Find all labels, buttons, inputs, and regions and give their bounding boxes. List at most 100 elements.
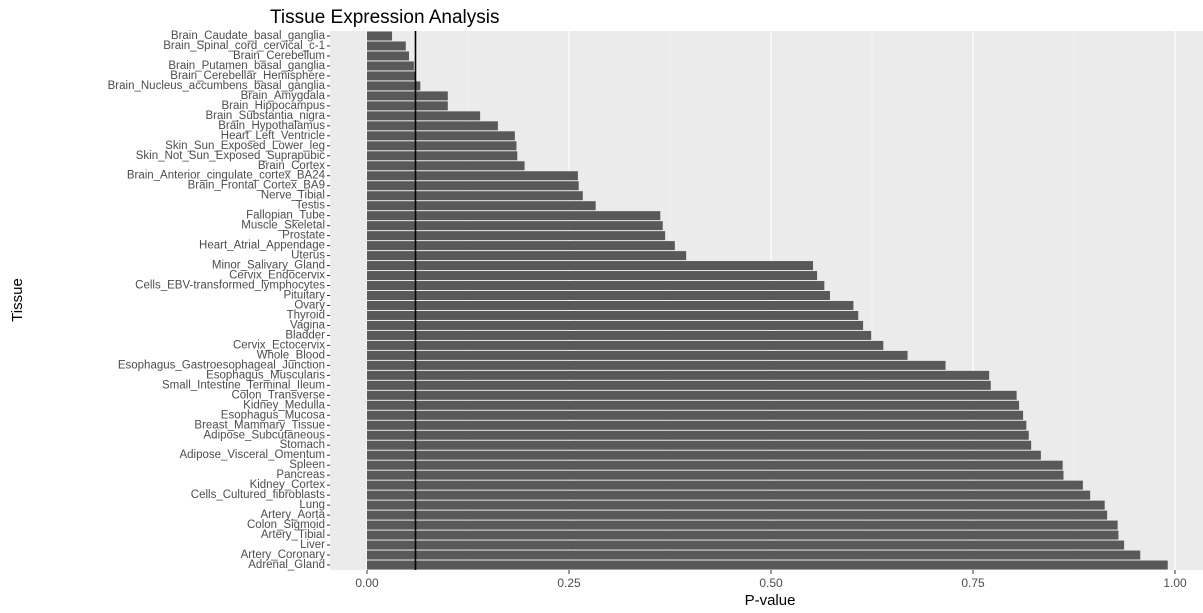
bar-brain-amygdala	[367, 91, 448, 101]
bar-brain-nucleus-accumbens-basal-ganglia	[367, 81, 421, 91]
bar-brain-putamen-basal-ganglia	[367, 61, 414, 71]
y-tick-label: Brain_Cerebellar_Hemisphere	[170, 70, 325, 82]
bar-brain-hypothalamus	[367, 121, 498, 131]
y-tick-label: Brain_Hypothalamus	[218, 120, 325, 132]
bar-cervix-endocervix	[367, 271, 818, 281]
bar-cervix-ectocervix	[367, 340, 884, 350]
y-tick-label: Nerve_Tibial	[261, 190, 325, 202]
y-tick-label: Adrenal_Gland	[248, 559, 325, 571]
y-tick-label: Esophagus_Gastroesophageal_Junction	[118, 359, 325, 371]
bar-brain-frontal-cortex-ba9	[367, 181, 579, 191]
bar-ovary	[367, 300, 854, 310]
y-tick-label: Bladder	[285, 329, 325, 341]
bar-uterus	[367, 251, 687, 261]
y-tick-label: Lung	[299, 499, 325, 511]
bar-brain-cerebellum	[367, 51, 410, 61]
y-tick-label: Brain_Frontal_Cortex_BA9	[188, 180, 325, 192]
bar-lung	[367, 500, 1105, 510]
bar-small-intestine-terminal-ileum	[367, 380, 991, 390]
y-tick-label: Brain_Spinal_cord_cervical_c-1	[163, 40, 325, 52]
bar-artery-tibial	[367, 530, 1119, 540]
y-tick-label: Brain_Caudate_basal_ganglia	[171, 30, 326, 42]
y-tick-label: Pituitary	[283, 290, 325, 302]
y-tick-label: Brain_Substantia_nigra	[205, 110, 325, 122]
plot-panel	[330, 31, 1203, 570]
y-tick-label: Brain_Hippocampus	[221, 100, 325, 112]
bar-thyroid	[367, 310, 859, 320]
y-tick-label: Brain_Cortex	[258, 160, 325, 172]
y-axis-title: Tissue	[9, 278, 26, 322]
x-tick-label: 0.00	[355, 576, 379, 590]
y-tick-label: Skin_Sun_Exposed_Lower_leg	[165, 140, 325, 152]
bar-colon-transverse	[367, 390, 1017, 400]
y-tick-label: Artery_Tibial	[261, 529, 325, 541]
y-axis-ticks: Brain_Caudate_basal_gangliaBrain_Spinal_…	[108, 30, 330, 571]
bars	[367, 31, 1168, 570]
y-tick-label: Whole_Blood	[257, 349, 325, 361]
y-tick-label: Pancreas	[276, 469, 325, 481]
bar-brain-cerebellar-hemisphere	[367, 71, 416, 81]
bar-skin-not-sun-exposed-suprapubic	[367, 151, 518, 161]
bar-artery-coronary	[367, 550, 1141, 560]
bar-testis	[367, 201, 596, 211]
bar-brain-anterior-cingulate-cortex-ba24	[367, 171, 578, 181]
y-tick-label: Stomach	[280, 439, 325, 451]
bar-cells-ebv-transformed-lymphocytes	[367, 281, 825, 291]
y-tick-label: Brain_Anterior_cingulate_cortex_BA24	[127, 170, 326, 182]
y-tick-label: Skin_Not_Sun_Exposed_Suprapubic	[136, 150, 325, 162]
bar-cells-cultured-fibroblasts	[367, 490, 1091, 500]
y-tick-label: Cervix_Ectocervix	[233, 339, 325, 351]
x-tick-label: 0.25	[557, 576, 581, 590]
y-tick-label: Thyroid	[287, 309, 325, 321]
bar-colon-sigmoid	[367, 520, 1118, 530]
y-tick-label: Kidney_Medulla	[243, 399, 325, 411]
bar-brain-substantia-nigra	[367, 111, 481, 121]
bar-pancreas	[367, 470, 1064, 480]
y-tick-label: Prostate	[282, 230, 325, 242]
bar-heart-left-ventricle	[367, 131, 515, 141]
y-tick-label: Adipose_Subcutaneous	[204, 429, 326, 441]
bar-esophagus-mucosa	[367, 410, 1024, 420]
y-tick-label: Artery_Coronary	[241, 549, 326, 561]
y-tick-label: Brain_Putamen_basal_ganglia	[168, 60, 325, 72]
x-tick-label: 1.00	[1163, 576, 1187, 590]
y-tick-label: Liver	[300, 539, 325, 551]
bar-bladder	[367, 330, 872, 340]
y-tick-label: Adipose_Visceral_Omentum	[179, 449, 325, 461]
x-axis-ticks: 0.00 0.25 0.50 0.75 1.00	[355, 570, 1187, 590]
bar-whole-blood	[367, 350, 908, 360]
y-tick-label: Artery_Aorta	[260, 509, 325, 521]
bar-adipose-visceral-omentum	[367, 450, 1041, 460]
x-tick-label: 0.50	[759, 576, 783, 590]
y-tick-label: Colon_Sigmoid	[247, 519, 325, 531]
bar-nerve-tibial	[367, 191, 583, 201]
bar-fallopian-tube	[367, 211, 661, 221]
y-tick-label: Cells_Cultured_fibroblasts	[191, 489, 325, 501]
bar-brain-cortex	[367, 161, 525, 171]
bar-stomach	[367, 440, 1032, 450]
bar-artery-aorta	[367, 510, 1108, 520]
chart-title: Tissue Expression Analysis	[270, 7, 500, 28]
y-tick-label: Brain_Nucleus_accumbens_basal_ganglia	[108, 80, 326, 92]
bar-brain-spinal-cord-cervical-c-1	[367, 41, 406, 51]
y-tick-label: Breast_Mammary_Tissue	[194, 419, 325, 431]
y-tick-label: Brain_Amygdala	[241, 90, 326, 102]
y-tick-label: Vagina	[290, 319, 326, 331]
bar-skin-sun-exposed-lower-leg	[367, 141, 517, 151]
y-tick-label: Colon_Transverse	[231, 389, 325, 401]
bar-minor-salivary-gland	[367, 261, 814, 271]
y-tick-label: Minor_Salivary_Gland	[212, 260, 325, 272]
y-tick-label: Ovary	[294, 299, 325, 311]
bar-prostate	[367, 231, 666, 241]
y-tick-label: Heart_Atrial_Appendage	[199, 240, 325, 252]
y-tick-label: Heart_Left_Ventricle	[221, 130, 325, 142]
bar-liver	[367, 540, 1125, 550]
bar-adipose-subcutaneous	[367, 430, 1029, 440]
bar-spleen	[367, 460, 1063, 470]
y-tick-label: Kidney_Cortex	[250, 479, 326, 491]
y-tick-label: Brain_Cerebellum	[233, 50, 325, 62]
y-tick-label: Testis	[296, 200, 326, 212]
y-tick-label: Cervix_Endocervix	[229, 270, 325, 282]
bar-vagina	[367, 320, 864, 330]
